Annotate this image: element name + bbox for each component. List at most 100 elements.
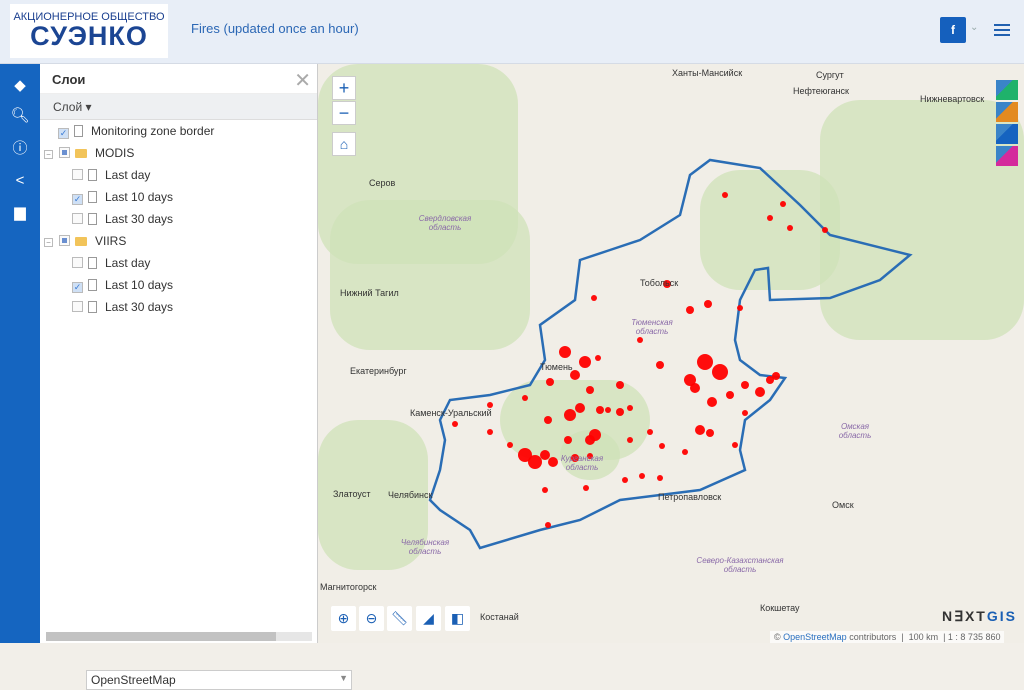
zoom-in-button[interactable]: +: [332, 76, 356, 100]
city-label: Серов: [369, 178, 396, 188]
fire-point: [518, 448, 532, 462]
fire-point: [637, 337, 643, 343]
chevron-down-icon[interactable]: ⌄: [970, 22, 979, 33]
layer-label: Last 30 days: [105, 212, 174, 226]
ruler-icon[interactable]: 📏︎: [387, 606, 412, 631]
fire-point: [656, 361, 664, 369]
fire-point: [663, 280, 671, 288]
fire-point: [452, 421, 458, 427]
nextgis-logo[interactable]: N∃XTGIS: [942, 608, 1017, 624]
chevron-down-icon: ▼: [339, 673, 348, 683]
scrollbar-thumb[interactable]: [46, 632, 276, 641]
fire-point: [559, 346, 571, 358]
fire-point: [596, 406, 604, 414]
forest-area: [330, 200, 530, 350]
layer-checkbox[interactable]: ✓: [72, 282, 83, 293]
layer-tree-item[interactable]: Last day: [72, 254, 150, 272]
zoom-in-tool-icon[interactable]: ⊕: [331, 606, 356, 631]
facebook-button[interactable]: f: [940, 17, 966, 43]
basemap-switch-icon[interactable]: [996, 146, 1018, 166]
area-measure-icon[interactable]: ◢: [416, 606, 441, 631]
basemap-switch-icon[interactable]: [996, 80, 1018, 100]
page-title: Fires (updated once an hour): [191, 21, 359, 36]
layer-checkbox[interactable]: [72, 257, 83, 268]
fire-point: [616, 381, 624, 389]
layer-tree-item[interactable]: Last day: [72, 166, 150, 184]
city-label: Петропавловск: [658, 492, 722, 502]
zoom-out-tool-icon[interactable]: ⊖: [359, 606, 384, 631]
layer-label: Last 10 days: [105, 190, 174, 204]
layer-checkbox[interactable]: ✓: [58, 128, 69, 139]
fire-point: [546, 378, 554, 386]
fire-point: [528, 455, 542, 469]
layer-tree-item[interactable]: ✓ Monitoring zone border: [58, 122, 214, 140]
fire-point: [767, 215, 773, 221]
search-icon[interactable]: 🔍︎: [10, 107, 30, 124]
layer-label: Last 10 days: [105, 278, 174, 292]
fire-point: [544, 416, 552, 424]
info-icon[interactable]: ⓘ: [12, 140, 28, 157]
fire-point: [579, 356, 591, 368]
expand-toggle[interactable]: −: [44, 150, 53, 159]
city-label: Костанай: [480, 612, 519, 622]
city-label: Кокшетау: [760, 603, 800, 613]
logo-main-text: СУЭНКО: [30, 21, 148, 51]
basemap-select[interactable]: OpenStreetMap ▼: [86, 670, 352, 690]
close-icon[interactable]: ✕: [294, 70, 311, 92]
fire-point: [591, 295, 597, 301]
layer-checkbox[interactable]: [59, 235, 70, 246]
company-logo[interactable]: АКЦИОНЕРНОЕ ОБЩЕСТВО СУЭНКО: [10, 4, 168, 58]
basemap-switch-icon[interactable]: [996, 124, 1018, 144]
fire-point: [605, 407, 611, 413]
fire-point: [627, 405, 633, 411]
layer-tree-item[interactable]: ✓ Last 10 days: [72, 188, 173, 206]
map-view[interactable]: Ханты-Мансийск Сургут Нефтеюганск Нижневарт…: [318, 64, 1024, 643]
city-label: Челябинск: [388, 490, 433, 500]
share-icon[interactable]: <: [15, 172, 25, 189]
layer-tree-item[interactable]: ✓ Last 10 days: [72, 276, 173, 294]
fire-point: [522, 395, 528, 401]
print-icon[interactable]: ▆: [14, 204, 26, 221]
fire-point: [622, 477, 628, 483]
layer-checkbox[interactable]: [72, 213, 83, 224]
home-button[interactable]: ⌂: [332, 132, 356, 156]
layer-label: MODIS: [95, 146, 135, 160]
layer-tree-item[interactable]: Last 30 days: [72, 210, 173, 228]
basemap-switch-icon[interactable]: [996, 102, 1018, 122]
fire-point: [587, 453, 593, 459]
layer-tree-item[interactable]: − MODIS: [44, 144, 134, 162]
fire-point: [487, 402, 493, 408]
osm-link[interactable]: OpenStreetMap: [783, 632, 847, 642]
city-label: Сургут: [816, 70, 844, 80]
city-label: Ханты-Мансийск: [672, 68, 743, 78]
fire-point: [704, 300, 712, 308]
layer-tree-item[interactable]: − VIIRS: [44, 232, 126, 250]
layers-icon[interactable]: ◆: [14, 77, 26, 94]
fire-point: [695, 425, 705, 435]
fire-point: [616, 408, 624, 416]
layer-file-icon: [88, 301, 97, 313]
swipe-compare-icon[interactable]: ◧: [445, 606, 470, 631]
scale-bar: 100 km: [908, 632, 939, 642]
monitoring-zone-border: [428, 158, 913, 550]
fire-point: [697, 354, 713, 370]
expand-toggle[interactable]: −: [44, 238, 53, 247]
layer-menu-button[interactable]: Слой ▾: [40, 94, 317, 120]
fire-point: [722, 192, 728, 198]
layer-label: Monitoring zone border: [91, 124, 215, 138]
layer-checkbox[interactable]: [72, 169, 83, 180]
zoom-out-button[interactable]: −: [332, 101, 356, 125]
hamburger-menu-icon[interactable]: [994, 24, 1010, 36]
fire-point: [726, 391, 734, 399]
city-label: Нижний Тагил: [340, 288, 399, 298]
logo-top-text: АКЦИОНЕРНОЕ ОБЩЕСТВО: [13, 11, 165, 23]
horizontal-scrollbar[interactable]: [46, 632, 312, 641]
fire-point: [571, 454, 579, 462]
layer-checkbox[interactable]: [59, 147, 70, 158]
layer-checkbox[interactable]: ✓: [72, 194, 83, 205]
fire-point: [787, 225, 793, 231]
layer-tree-item[interactable]: Last 30 days: [72, 298, 173, 316]
fire-point: [712, 364, 728, 380]
layer-label: Last 30 days: [105, 300, 174, 314]
layer-checkbox[interactable]: [72, 301, 83, 312]
